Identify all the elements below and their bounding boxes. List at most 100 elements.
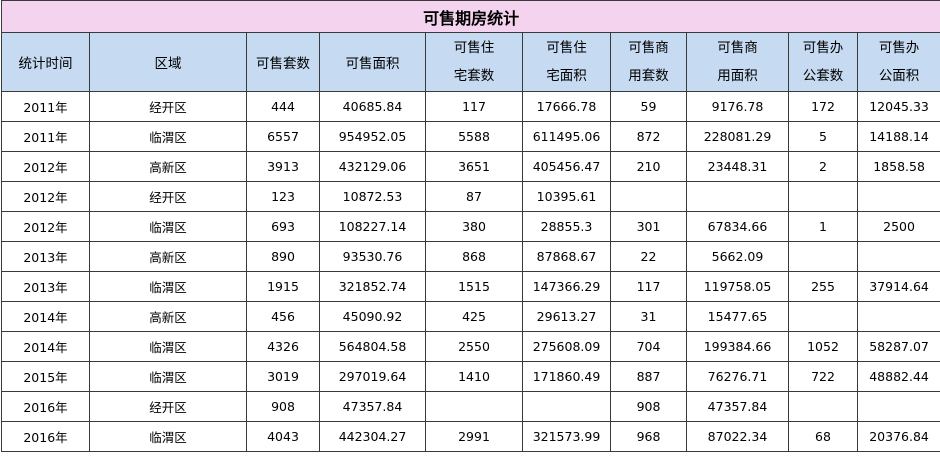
table-cell: 28855.3	[522, 211, 611, 242]
table-cell: 58287.07	[856, 331, 940, 362]
table-cell: 108227.14	[319, 211, 426, 242]
header-text: 可售办公面积	[878, 40, 920, 84]
table-cell: 3651	[425, 151, 523, 182]
table-cell: 301	[610, 211, 687, 242]
table-row: 2016年 经开区 908 47357.84 908 47357.84	[1, 391, 940, 422]
column-header: 可售商用套数	[610, 32, 687, 92]
table-cell: 2013年	[1, 271, 90, 302]
table-cell: 2991	[425, 421, 523, 452]
table-cell: 29613.27	[522, 301, 611, 332]
table-cell: 704	[610, 331, 687, 362]
table-cell: 442304.27	[319, 421, 426, 452]
column-header: 可售套数	[246, 32, 320, 92]
table-cell: 59	[610, 91, 687, 122]
table-cell: 高新区	[89, 301, 247, 332]
table-cell: 2012年	[1, 211, 90, 242]
table-cell: 908	[610, 391, 687, 422]
table-cell: 48882.44	[856, 361, 940, 392]
table-cell: 117	[610, 271, 687, 302]
column-header: 统计时间	[1, 32, 90, 92]
table-cell: 15477.65	[686, 301, 789, 332]
table-cell: 87	[425, 181, 523, 212]
table-cell	[788, 301, 858, 332]
header-text: 可售办公套数	[802, 40, 844, 84]
header-text: 可售商用套数	[628, 40, 669, 84]
table-cell: 1052	[788, 331, 858, 362]
table-cell: 临渭区	[89, 121, 247, 152]
column-header: 可售办公面积	[856, 32, 940, 92]
table-cell: 444	[246, 91, 320, 122]
table-body: 2011年 经开区 444 40685.84 117 17666.78 59 9176.78 1…	[1, 91, 940, 452]
table-cell: 经开区	[89, 91, 247, 122]
table-row: 2013年 临渭区 1915 321852.74 1515 147366.29 117 119…	[1, 271, 940, 302]
table-cell: 425	[425, 301, 523, 332]
table-cell: 2011年	[1, 121, 90, 152]
table-row: 2015年 临渭区 3019 297019.64 1410 171860.49 887 762…	[1, 361, 940, 392]
table-cell: 5662.09	[686, 241, 789, 272]
table-cell: 5	[788, 121, 858, 152]
table-row: 2014年 临渭区 4326 564804.58 2550 275608.09 704 199…	[1, 331, 940, 362]
column-header: 可售商用面积	[686, 32, 789, 92]
table-cell: 68	[788, 421, 858, 452]
table-cell: 31	[610, 301, 687, 332]
table-cell: 临渭区	[89, 421, 247, 452]
table-cell: 228081.29	[686, 121, 789, 152]
table-cell: 临渭区	[89, 361, 247, 392]
table-cell: 564804.58	[319, 331, 426, 362]
table-cell: 275608.09	[522, 331, 611, 362]
table-cell: 255	[788, 271, 858, 302]
table-cell: 14188.14	[856, 121, 940, 152]
table-cell: 87022.34	[686, 421, 789, 452]
header-text: 统计时间	[18, 56, 73, 72]
table-cell: 47357.84	[686, 391, 789, 422]
table-cell: 887	[610, 361, 687, 392]
table-cell: 临渭区	[89, 211, 247, 242]
table-cell: 722	[788, 361, 858, 392]
table-cell: 872	[610, 121, 687, 152]
table-row: 2014年 高新区 456 45090.92 425 29613.27 31 15477.65	[1, 301, 940, 332]
table-cell: 1410	[425, 361, 523, 392]
table-cell: 199384.66	[686, 331, 789, 362]
header-row: 统计时间 区域 可售套数 可售面积 可售住宅套数 可售住宅面积 可售商用套数 可售商用面积 可售…	[1, 32, 940, 92]
table-cell: 93530.76	[319, 241, 426, 272]
table-cell: 76276.71	[686, 361, 789, 392]
table-cell: 10872.53	[319, 181, 426, 212]
table-cell: 968	[610, 421, 687, 452]
table-cell: 2013年	[1, 241, 90, 272]
table-cell: 321852.74	[319, 271, 426, 302]
table-cell: 4043	[246, 421, 320, 452]
table-cell: 119758.05	[686, 271, 789, 302]
column-header: 可售面积	[319, 32, 426, 92]
table-row: 2012年 高新区 3913 432129.06 3651 405456.47 210 234…	[1, 151, 940, 182]
table-cell: 210	[610, 151, 687, 182]
column-header: 可售办公套数	[788, 32, 858, 92]
table-row: 2011年 经开区 444 40685.84 117 17666.78 59 9176.78 1…	[1, 91, 940, 122]
table-cell: 2012年	[1, 151, 90, 182]
table-cell: 临渭区	[89, 271, 247, 302]
table-cell: 10395.61	[522, 181, 611, 212]
table-cell: 405456.47	[522, 151, 611, 182]
table-cell: 2014年	[1, 331, 90, 362]
table-cell: 17666.78	[522, 91, 611, 122]
table-cell: 172	[788, 91, 858, 122]
table-cell: 2550	[425, 331, 523, 362]
table-title: 可售期房统计	[0, 0, 940, 33]
table-cell: 高新区	[89, 151, 247, 182]
table-cell: 2500	[856, 211, 940, 242]
table-row: 2012年 临渭区 693 108227.14 380 28855.3 301 67834.6…	[1, 211, 940, 242]
header-text: 可售住宅面积	[546, 40, 587, 84]
table-cell: 45090.92	[319, 301, 426, 332]
table-cell: 2015年	[1, 361, 90, 392]
header-text: 区域	[154, 56, 182, 72]
table-cell: 40685.84	[319, 91, 426, 122]
table-row: 2011年 临渭区 6557 954952.05 5588 611495.06 872 228…	[1, 121, 940, 152]
table-cell: 47357.84	[319, 391, 426, 422]
table-cell	[522, 391, 611, 422]
table-cell	[856, 391, 940, 422]
table-row: 2012年 经开区 123 10872.53 87 10395.61	[1, 181, 940, 212]
table-cell: 456	[246, 301, 320, 332]
table-cell: 3913	[246, 151, 320, 182]
table-cell: 经开区	[89, 181, 247, 212]
table-cell: 1	[788, 211, 858, 242]
